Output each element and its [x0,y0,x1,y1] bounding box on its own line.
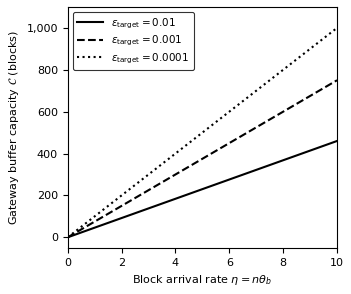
$\varepsilon_{\mathrm{target}} = 0.0001$ [66,235,70,239]
$\varepsilon_{\mathrm{target}} = 0.001$ [335,78,339,82]
$\varepsilon_{\mathrm{target}} = 0.01$ [335,139,339,143]
$\varepsilon_{\mathrm{target}} = 0.001$ [276,113,280,117]
$\varepsilon_{\mathrm{target}} = 0.0001$ [276,72,280,76]
$\varepsilon_{\mathrm{target}} = 0.001$ [66,235,70,239]
$\varepsilon_{\mathrm{target}} = 0.0001$ [174,151,179,154]
X-axis label: Block arrival rate $\eta = n\theta_b$: Block arrival rate $\eta = n\theta_b$ [132,273,272,287]
$\varepsilon_{\mathrm{target}} = 0.01$ [66,235,70,239]
$\varepsilon_{\mathrm{target}} = 0.001$ [184,166,188,170]
$\varepsilon_{\mathrm{target}} = 0.01$ [184,193,188,197]
$\varepsilon_{\mathrm{target}} = 0.0001$ [335,26,339,30]
$\varepsilon_{\mathrm{target}} = 0.0001$ [184,143,188,147]
$\varepsilon_{\mathrm{target}} = 0.01$ [276,161,280,164]
$\varepsilon_{\mathrm{target}} = 0.001$ [174,172,179,176]
Line: $\varepsilon_{\mathrm{target}} = 0.001$: $\varepsilon_{\mathrm{target}} = 0.001$ [68,80,337,237]
Y-axis label: Gateway buffer capacity $\mathcal{C}$ (blocks): Gateway buffer capacity $\mathcal{C}$ (b… [7,30,21,225]
$\varepsilon_{\mathrm{target}} = 0.0001$ [251,92,255,95]
$\varepsilon_{\mathrm{target}} = 0.0001$ [280,69,285,72]
$\varepsilon_{\mathrm{target}} = 0.01$ [280,159,285,162]
$\varepsilon_{\mathrm{target}} = 0.001$ [280,110,285,114]
$\varepsilon_{\mathrm{target}} = 0.01$ [174,197,179,200]
$\varepsilon_{\mathrm{target}} = 0.0001$ [93,214,97,218]
$\varepsilon_{\mathrm{target}} = 0.001$ [251,128,255,131]
$\varepsilon_{\mathrm{target}} = 0.01$ [93,226,97,229]
$\varepsilon_{\mathrm{target}} = 0.001$ [93,220,97,223]
Line: $\varepsilon_{\mathrm{target}} = 0.01$: $\varepsilon_{\mathrm{target}} = 0.01$ [68,141,337,237]
Legend: $\varepsilon_{\mathrm{target}} = 0.01$, $\varepsilon_{\mathrm{target}} = 0.001$,: $\varepsilon_{\mathrm{target}} = 0.01$, … [73,12,194,70]
Line: $\varepsilon_{\mathrm{target}} = 0.0001$: $\varepsilon_{\mathrm{target}} = 0.0001$ [68,28,337,237]
$\varepsilon_{\mathrm{target}} = 0.01$ [251,169,255,173]
